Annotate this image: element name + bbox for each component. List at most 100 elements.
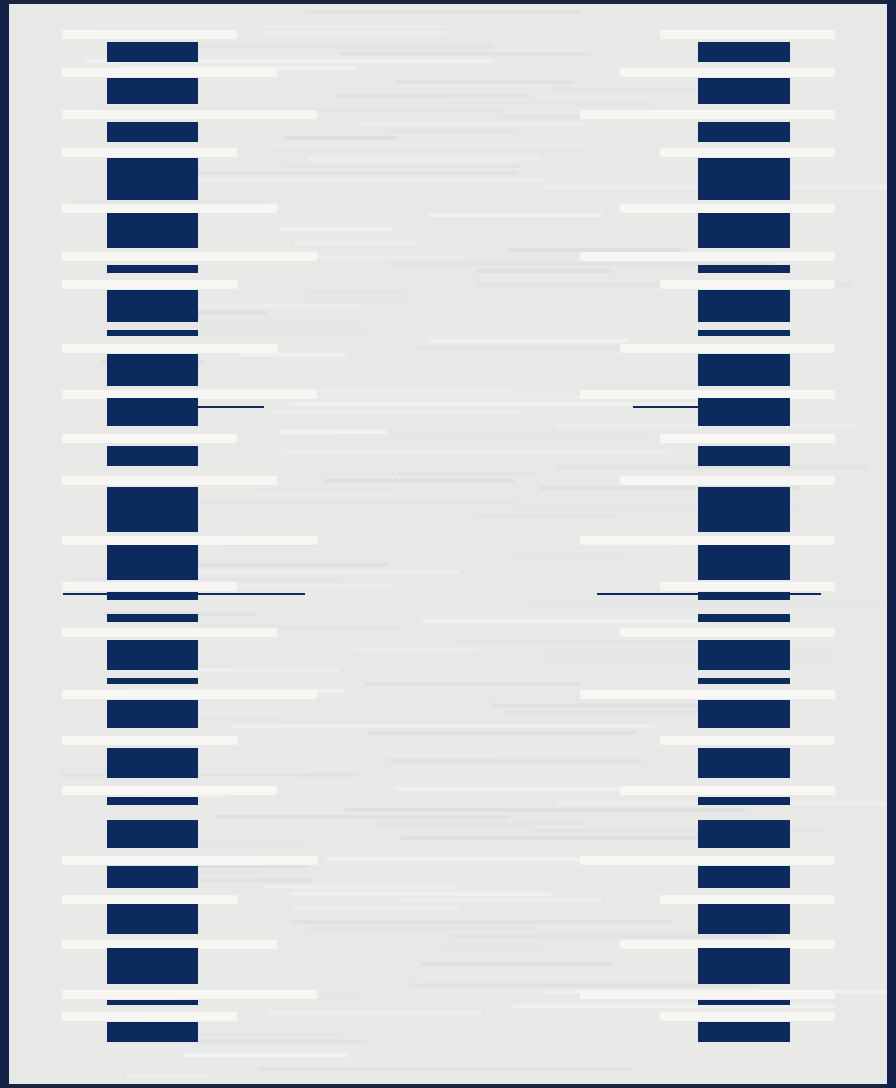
navy-stripe-left	[107, 265, 198, 273]
highlight-band	[62, 786, 277, 795]
highlight-band	[62, 30, 237, 39]
weave-streak	[513, 381, 778, 385]
highlight-band	[580, 536, 835, 545]
weave-streak	[390, 262, 775, 266]
highlight-band	[62, 690, 317, 699]
navy-thread-line	[63, 593, 305, 595]
navy-stripe-right	[698, 1000, 790, 1005]
navy-stripe-right	[698, 330, 790, 336]
navy-stripe-right	[698, 948, 790, 984]
highlight-band	[580, 252, 835, 261]
weave-streak	[307, 157, 542, 161]
highlight-band	[62, 476, 277, 485]
navy-stripe-left	[107, 354, 198, 386]
weave-streak	[532, 605, 887, 609]
weave-streak	[267, 1011, 482, 1015]
weave-streak	[120, 388, 515, 392]
weave-streak	[435, 444, 790, 448]
weave-streak	[400, 836, 729, 840]
navy-stripe-right	[698, 592, 790, 600]
navy-stripe-left	[107, 904, 198, 934]
weave-streak	[214, 815, 511, 819]
highlight-band	[62, 536, 317, 545]
navy-stripe-left	[107, 446, 198, 466]
weave-streak	[306, 591, 467, 595]
weave-streak	[292, 906, 461, 910]
weave-streak	[305, 10, 582, 14]
weave-streak	[176, 500, 516, 504]
weave-streak	[105, 1032, 343, 1036]
weave-streak	[64, 332, 409, 336]
weave-streak	[326, 857, 592, 861]
highlight-band	[620, 786, 835, 795]
weave-streak	[227, 661, 503, 665]
weave-streak	[333, 94, 530, 98]
weave-streak	[367, 731, 637, 735]
weave-streak	[422, 962, 615, 966]
rug-field	[9, 4, 887, 1084]
weave-streak	[308, 927, 535, 931]
highlight-band	[62, 280, 237, 289]
weave-streak	[537, 150, 732, 154]
highlight-band	[62, 68, 277, 77]
navy-stripe-right	[698, 678, 790, 684]
highlight-band	[580, 690, 835, 699]
highlight-band	[580, 390, 835, 399]
weave-streak	[429, 339, 628, 343]
navy-stripe-left	[107, 78, 198, 104]
weave-streak	[232, 584, 394, 588]
weave-streak	[266, 143, 585, 147]
highlight-band	[62, 434, 237, 443]
weave-streak	[114, 325, 362, 329]
weave-streak	[279, 374, 492, 378]
navy-stripe-left	[107, 948, 198, 984]
rug-left-edge	[0, 0, 9, 1088]
weave-streak	[503, 598, 887, 602]
weave-streak	[280, 430, 387, 434]
highlight-band	[660, 30, 835, 39]
weave-streak	[282, 451, 671, 455]
navy-stripe-left	[107, 614, 198, 622]
weave-streak	[390, 759, 643, 763]
weave-streak	[365, 682, 580, 686]
weave-streak	[201, 955, 282, 959]
weave-streak	[446, 101, 650, 105]
highlight-band	[62, 204, 277, 213]
weave-streak	[181, 17, 418, 21]
weave-streak	[337, 437, 646, 441]
weave-streak	[361, 122, 583, 126]
highlight-band	[620, 68, 835, 77]
navy-stripe-left	[107, 213, 198, 248]
highlight-band	[62, 736, 237, 745]
navy-stripe-right	[698, 42, 790, 62]
weave-streak	[395, 80, 575, 84]
weave-streak	[450, 934, 773, 938]
highlight-band	[580, 856, 835, 865]
highlight-band	[660, 148, 835, 157]
weave-streak	[61, 1046, 485, 1050]
weave-streak	[344, 752, 501, 756]
navy-stripe-right	[698, 820, 790, 848]
highlight-band	[660, 434, 835, 443]
weave-streak	[68, 976, 424, 980]
weave-streak	[288, 234, 674, 238]
weave-streak	[265, 31, 445, 35]
weave-streak	[72, 199, 266, 203]
weave-streak	[539, 486, 800, 490]
navy-stripe-left	[107, 1022, 198, 1042]
weave-streak	[428, 213, 602, 217]
weave-streak	[123, 570, 459, 574]
weave-streak	[355, 1025, 556, 1029]
weave-streak	[175, 304, 359, 308]
navy-stripe-left	[107, 748, 198, 778]
highlight-band	[62, 895, 237, 904]
weave-streak	[239, 353, 347, 357]
weave-streak	[181, 717, 280, 721]
weave-streak	[340, 52, 591, 56]
navy-stripe-left	[107, 290, 198, 322]
weave-streak	[421, 619, 708, 623]
weave-streak	[268, 521, 662, 525]
weave-streak	[266, 885, 456, 889]
navy-stripe-left	[107, 42, 198, 62]
weave-streak	[424, 941, 541, 945]
